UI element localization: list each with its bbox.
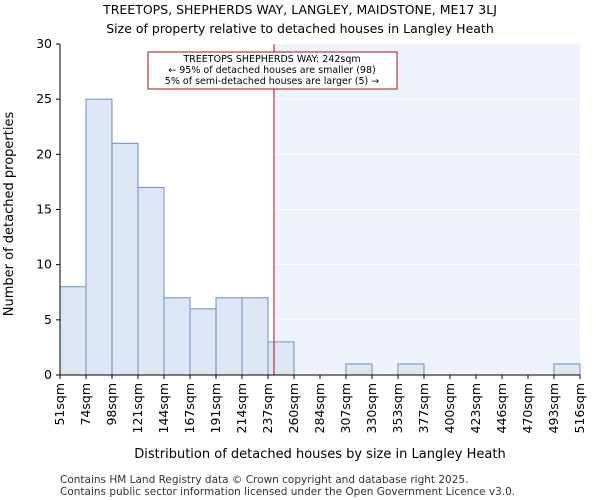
bar <box>267 341 295 376</box>
x-tick-label: 470sqm <box>520 383 535 433</box>
x-tick-label: 493sqm <box>546 383 561 433</box>
bar <box>553 363 581 376</box>
x-tick-label: 353sqm <box>390 383 405 433</box>
x-tick-label: 51sqm <box>52 383 67 426</box>
x-tick-label: 214sqm <box>234 383 249 433</box>
bar <box>85 98 113 376</box>
chart-title: TREETOPS, SHEPHERDS WAY, LANGLEY, MAIDST… <box>102 2 497 17</box>
x-tick-label: 400sqm <box>442 383 457 433</box>
x-tick-label: 516sqm <box>572 383 587 433</box>
x-tick-label: 377sqm <box>416 383 431 433</box>
x-tick-label: 284sqm <box>312 383 327 433</box>
annotation-line-1: TREETOPS SHEPHERDS WAY: 242sqm <box>182 54 360 65</box>
x-tick-label: 98sqm <box>104 383 119 426</box>
bar <box>241 297 269 376</box>
bar <box>189 308 217 376</box>
y-tick-label: 20 <box>36 146 52 161</box>
y-tick-label: 25 <box>36 91 52 106</box>
y-tick-label: 30 <box>36 36 52 51</box>
y-tick-label: 5 <box>44 312 52 327</box>
bar <box>137 186 165 376</box>
bar <box>345 363 373 376</box>
x-tick-label: 144sqm <box>156 383 171 433</box>
x-tick-label: 167sqm <box>182 383 197 433</box>
annotation-line-3: 5% of semi-detached houses are larger (5… <box>165 76 379 87</box>
bar <box>111 142 139 376</box>
bar <box>163 297 191 376</box>
bar <box>397 363 425 376</box>
x-tick-label: 446sqm <box>494 383 509 433</box>
x-tick-label: 191sqm <box>208 383 223 433</box>
footer-line-1: Contains HM Land Registry data © Crown c… <box>60 474 468 486</box>
x-tick-label: 237sqm <box>260 383 275 433</box>
y-tick-label: 15 <box>36 202 52 217</box>
x-tick-label: 74sqm <box>78 383 93 426</box>
chart-subtitle: Size of property relative to detached ho… <box>106 21 494 36</box>
bar <box>215 297 243 376</box>
y-tick-label: 10 <box>36 257 52 272</box>
x-tick-label: 423sqm <box>468 383 483 433</box>
y-tick-label: 0 <box>44 367 52 382</box>
x-tick-label: 330sqm <box>364 383 379 433</box>
x-tick-label: 307sqm <box>338 383 353 433</box>
footer-line-2: Contains public sector information licen… <box>60 486 515 498</box>
x-tick-label: 260sqm <box>286 383 301 433</box>
x-axis-label: Distribution of detached houses by size … <box>134 447 505 462</box>
x-tick-label: 121sqm <box>130 383 145 433</box>
y-axis-label: Number of detached properties <box>2 112 17 317</box>
annotation-box <box>147 51 398 90</box>
bar <box>59 286 87 376</box>
annotation-line-2: ← 95% of detached houses are smaller (98… <box>168 65 375 76</box>
